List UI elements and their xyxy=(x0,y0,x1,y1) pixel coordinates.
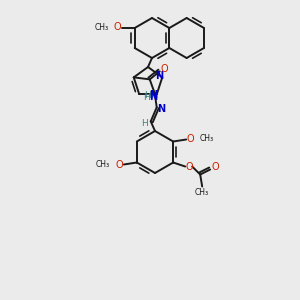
Text: O: O xyxy=(161,64,169,74)
Text: N: N xyxy=(149,90,157,100)
Text: N: N xyxy=(157,104,165,114)
Text: O: O xyxy=(115,160,123,170)
Text: N: N xyxy=(155,71,163,81)
Text: O: O xyxy=(114,22,122,32)
Text: CH₃: CH₃ xyxy=(96,160,110,169)
Text: H: H xyxy=(141,119,148,128)
Text: CH₃: CH₃ xyxy=(195,188,209,197)
Text: O: O xyxy=(186,134,194,145)
Text: CH₃: CH₃ xyxy=(94,23,109,32)
Text: N: N xyxy=(149,92,157,102)
Text: O: O xyxy=(212,163,219,172)
Text: H: H xyxy=(143,93,150,102)
Text: H: H xyxy=(144,91,151,100)
Text: CH₃: CH₃ xyxy=(199,134,213,143)
Text: O: O xyxy=(185,161,193,172)
